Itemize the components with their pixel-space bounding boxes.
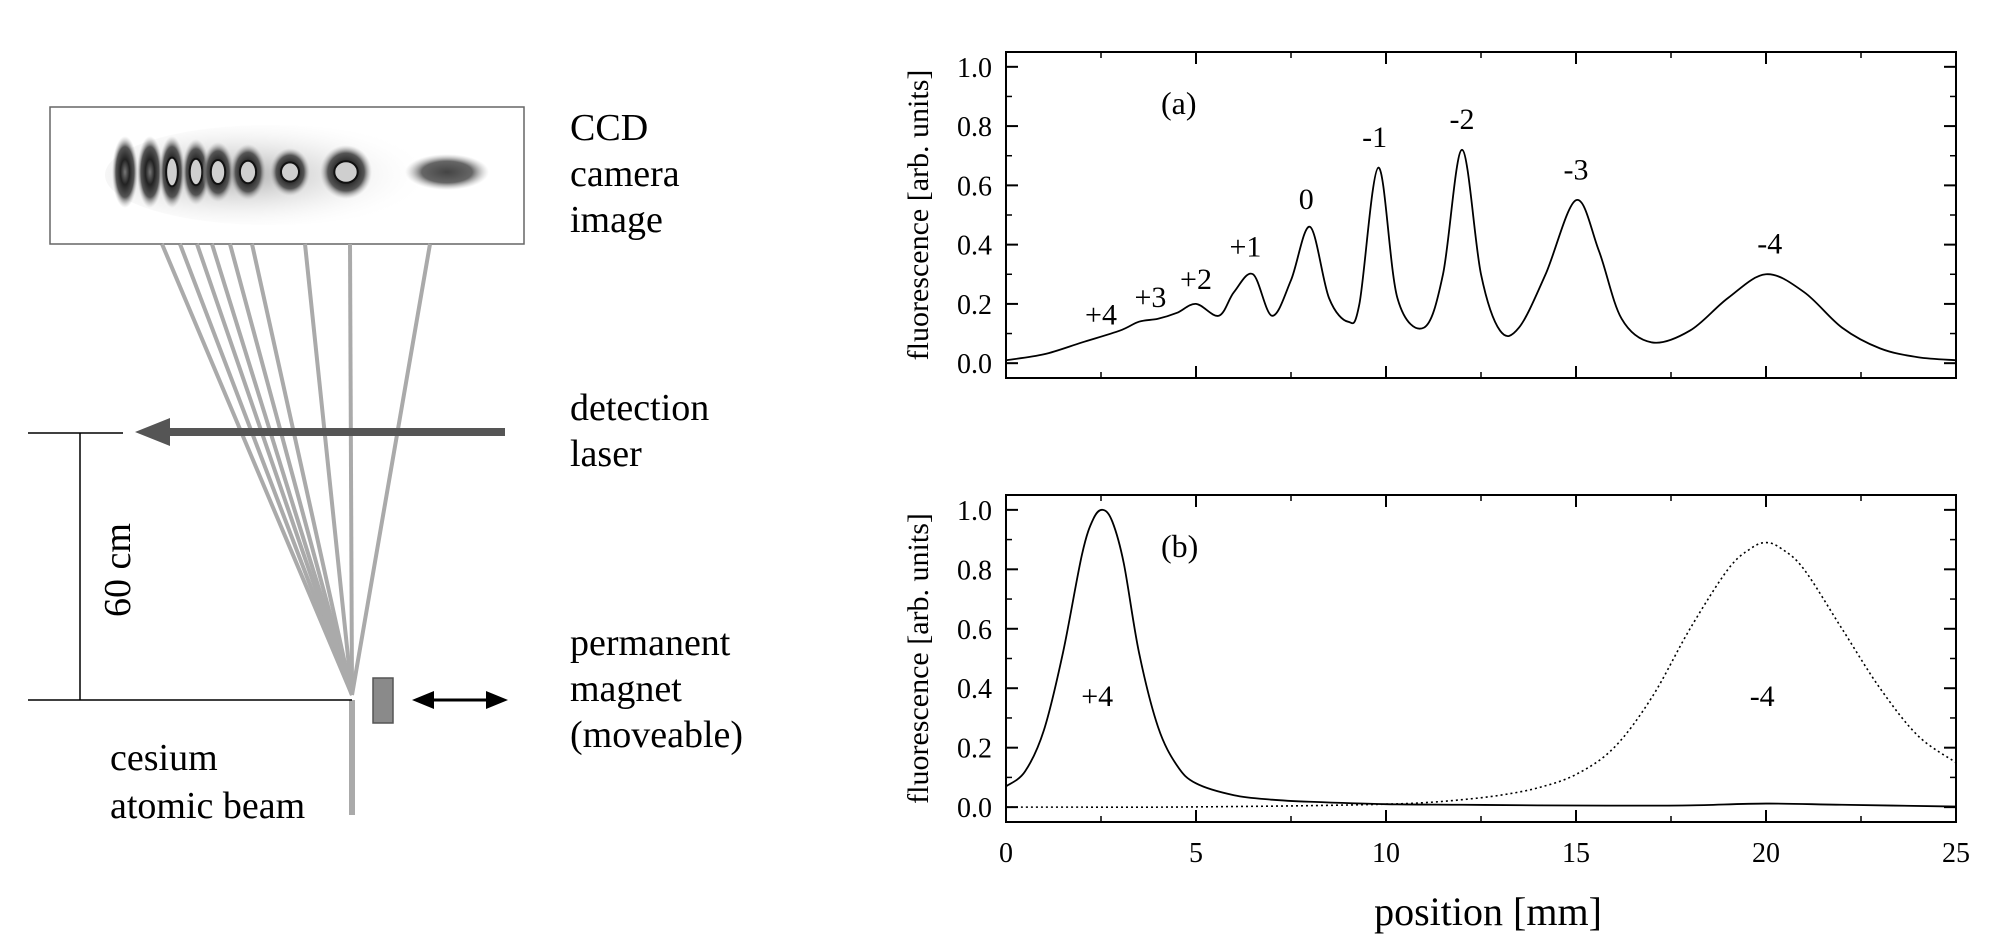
y-tick-label: 0.8: [957, 555, 992, 586]
beam-trajectory-+3: [178, 243, 354, 696]
series-line-1: [1005, 148, 1957, 362]
ccd-blob-order--4: [405, 154, 489, 190]
y-tick-label: 0.2: [957, 734, 992, 765]
ccd-blob-order-+1: [182, 139, 210, 205]
x-tick-label: 10: [1372, 838, 1400, 869]
svg-text:image: image: [570, 199, 663, 241]
y-tick-label: 0.0: [957, 349, 992, 380]
y-tick-label: 0.8: [957, 112, 992, 143]
x-tick-label: 20: [1752, 838, 1780, 869]
beam-trajectory-+2: [195, 243, 354, 696]
ccd-camera-image: [49, 106, 525, 245]
y-axis-label: fluorescence [arb. units]: [902, 513, 935, 804]
beam-trajectory-+1: [210, 243, 354, 696]
y-axis-label: fluorescence [arb. units]: [902, 70, 935, 361]
ccd-blob-order--1: [230, 144, 266, 200]
series-line-2: [1006, 541, 1957, 808]
laser-label: detection laser: [570, 387, 709, 475]
panel-label: (a): [1161, 85, 1197, 121]
y-tick-label: 0.6: [957, 615, 992, 646]
peak-label: +1: [1229, 230, 1261, 263]
panel-label: (b): [1161, 528, 1198, 564]
peak-label: -1: [1362, 121, 1387, 154]
ccd-blob-order--3: [320, 145, 372, 199]
y-tick-label: 0.6: [957, 171, 992, 202]
y-tick-label: 1.0: [957, 496, 992, 527]
peak-label: -3: [1564, 153, 1589, 186]
distance-label: 60 cm: [97, 523, 139, 617]
chart-panel-b: 0 5 10 15 20 25 0.0 0.2 0.4 0.6 0.8 1.0 fluorescence…: [902, 494, 1970, 869]
x-tick-label: 25: [1942, 838, 1970, 869]
chart-panel-a: 0.0 0.2 0.4 0.6 0.8 1.0 fluorescence [arb. uni…: [902, 51, 1957, 380]
y-tick-label: 0.4: [957, 231, 992, 262]
beam-trajectory--2: [303, 243, 354, 696]
series-line-1: [1005, 508, 1957, 808]
y-tick-label: 0.0: [957, 793, 992, 824]
ccd-blob-order--2: [270, 148, 310, 196]
svg-text:camera: camera: [570, 153, 680, 195]
distance-marker: 60 cm: [28, 432, 352, 701]
ccd-blob-order-+2: [159, 136, 185, 208]
svg-text:atomic beam: atomic beam: [110, 785, 305, 827]
svg-text:CCD: CCD: [570, 107, 648, 149]
beam-trajectory--3: [348, 243, 354, 696]
magnet-move-arrow: [412, 691, 508, 709]
svg-text:permanent: permanent: [570, 622, 731, 664]
x-tick-label: 0: [999, 838, 1013, 869]
ccd-blob-order-+3: [137, 136, 163, 208]
beam-trajectory-0: [228, 243, 354, 696]
peak-label: +4: [1085, 299, 1117, 332]
permanent-magnet: [372, 677, 394, 724]
svg-text:laser: laser: [570, 433, 642, 475]
x-tick-label: 5: [1189, 838, 1203, 869]
svg-text:magnet: magnet: [570, 668, 682, 710]
y-tick-label: 0.2: [957, 290, 992, 321]
svg-text:cesium: cesium: [110, 737, 218, 779]
peak-label: +4: [1081, 680, 1113, 713]
peak-label: -4: [1750, 680, 1775, 713]
peak-label: 0: [1299, 183, 1314, 216]
y-tick-label: 0.4: [957, 674, 992, 705]
beam-trajectory--4: [350, 243, 432, 696]
peak-label: +3: [1134, 281, 1166, 314]
svg-text:detection: detection: [570, 387, 709, 429]
y-tick-label: 1.0: [957, 53, 992, 84]
ccd-blob-order-+4: [112, 136, 138, 208]
ccd-blob-order-0: [202, 142, 234, 202]
peak-label: -4: [1757, 228, 1782, 261]
beam-trajectory--1: [250, 243, 354, 696]
detection-laser-arrow: [135, 418, 505, 446]
magnet-label: permanent magnet (moveable): [570, 622, 743, 756]
beam-trajectory-+4: [160, 243, 354, 696]
peak-label: -2: [1450, 103, 1475, 136]
apparatus-schematic: 60 cm CCD camera image detection laser p…: [28, 106, 743, 827]
beam-label: cesium atomic beam: [110, 737, 305, 827]
peak-label: +2: [1180, 263, 1212, 296]
plot-frame: [1005, 51, 1957, 379]
x-axis-label: position [mm]: [1374, 889, 1602, 934]
atomic-beam-trajectories: [160, 243, 432, 696]
svg-text:(moveable): (moveable): [570, 714, 743, 756]
ccd-label: CCD camera image: [570, 107, 680, 241]
plot-frame: [1005, 494, 1957, 823]
x-tick-label: 15: [1562, 838, 1590, 869]
